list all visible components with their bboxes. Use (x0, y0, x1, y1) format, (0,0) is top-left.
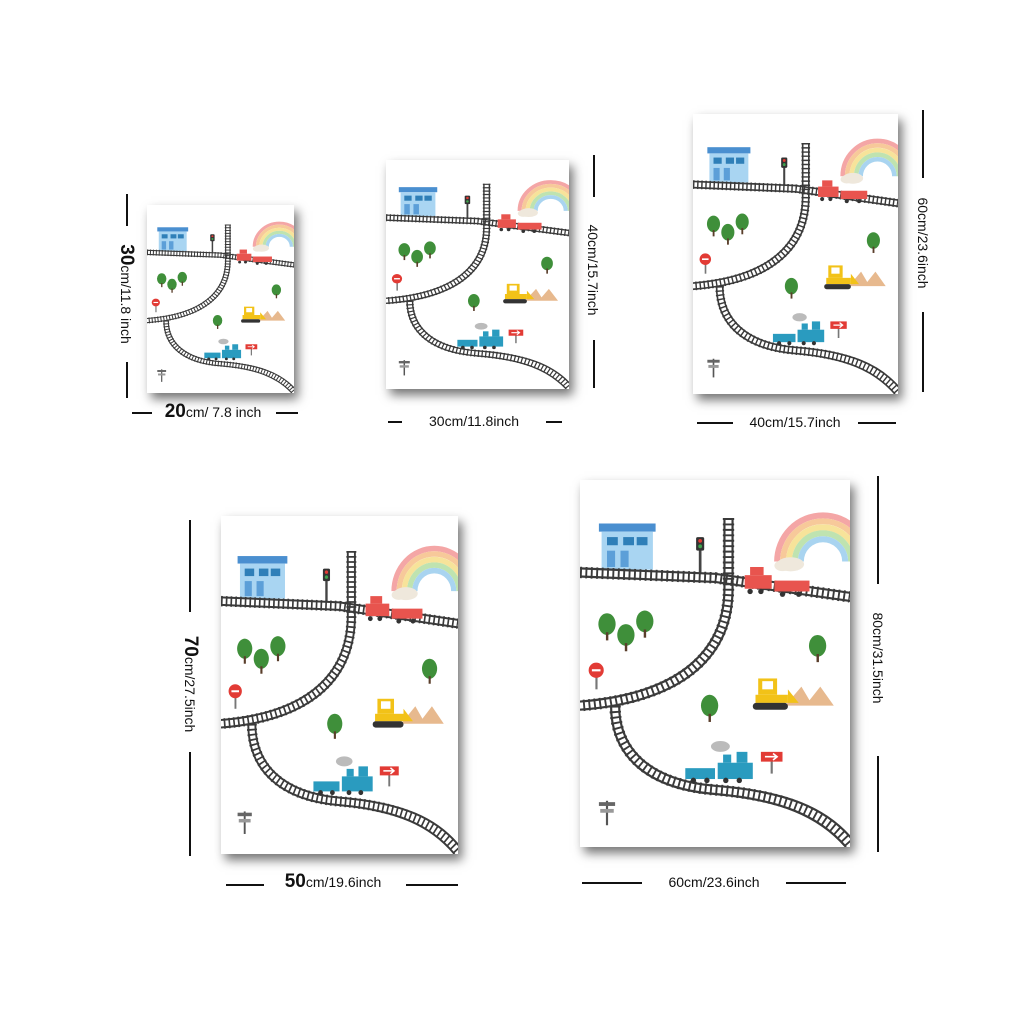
poster-art (147, 205, 294, 393)
height-line-bottom (189, 752, 191, 856)
height-line-top (877, 476, 879, 584)
height-unit: 60cm/23.6inch (915, 197, 931, 289)
poster-art (580, 480, 850, 847)
width-label-60: 60cm/23.6inch (668, 874, 759, 890)
width-size: 50 (284, 871, 306, 892)
poster-art (386, 160, 569, 389)
height-line-top (922, 110, 924, 178)
width-label-30: 30cm/11.8inch (429, 413, 519, 429)
height-line-bottom (126, 362, 128, 398)
width-line-right (858, 422, 896, 424)
width-line-right (276, 412, 298, 414)
width-label-40: 40cm/15.7inch (749, 414, 840, 430)
width-line-right (406, 884, 458, 886)
height-unit: cm/27.5inch (182, 656, 198, 733)
width-unit: 60cm/23.6inch (668, 874, 760, 890)
width-unit: 30cm/11.8inch (428, 413, 520, 429)
width-size: 20 (164, 401, 186, 422)
height-unit: 40cm/15.7inch (585, 224, 601, 316)
width-label-50: 50cm/19.6inch (284, 871, 382, 892)
height-unit: 80cm/31.5inch (870, 612, 886, 704)
height-label-70: 70cm/27.5inch (180, 635, 201, 733)
width-unit: 40cm/15.7inch (749, 414, 841, 430)
height-unit: cm/11.8 inch (118, 265, 134, 344)
height-line-bottom (922, 312, 924, 392)
height-line-top (189, 520, 191, 612)
width-line-left (697, 422, 733, 424)
height-size: 70 (180, 635, 201, 657)
height-label-30: 30cm/11.8 inch (116, 244, 137, 344)
height-line-top (126, 194, 128, 226)
width-line-left (132, 412, 152, 414)
width-line-right (546, 421, 562, 423)
poster-art (693, 114, 898, 394)
poster-50x70 (221, 516, 458, 854)
poster-60x80 (580, 480, 850, 847)
width-line-right (786, 882, 846, 884)
width-label-20: 20cm/ 7.8 inch (164, 401, 262, 422)
width-unit: cm/19.6inch (305, 874, 382, 890)
poster-20x30 (147, 205, 294, 393)
height-line-bottom (593, 340, 595, 388)
height-line-bottom (877, 756, 879, 852)
width-line-left (582, 882, 642, 884)
height-label-40: 40cm/15.7inch (585, 224, 601, 315)
width-line-left (226, 884, 264, 886)
width-line-left (388, 421, 402, 423)
poster-art (221, 516, 458, 854)
poster-40x60 (693, 114, 898, 394)
height-line-top (593, 155, 595, 197)
poster-30x40 (386, 160, 569, 389)
height-label-80: 80cm/31.5inch (870, 612, 886, 703)
height-size: 30 (116, 244, 137, 266)
width-unit: cm/ 7.8 inch (185, 404, 262, 420)
height-label-60: 60cm/23.6inch (915, 197, 931, 288)
